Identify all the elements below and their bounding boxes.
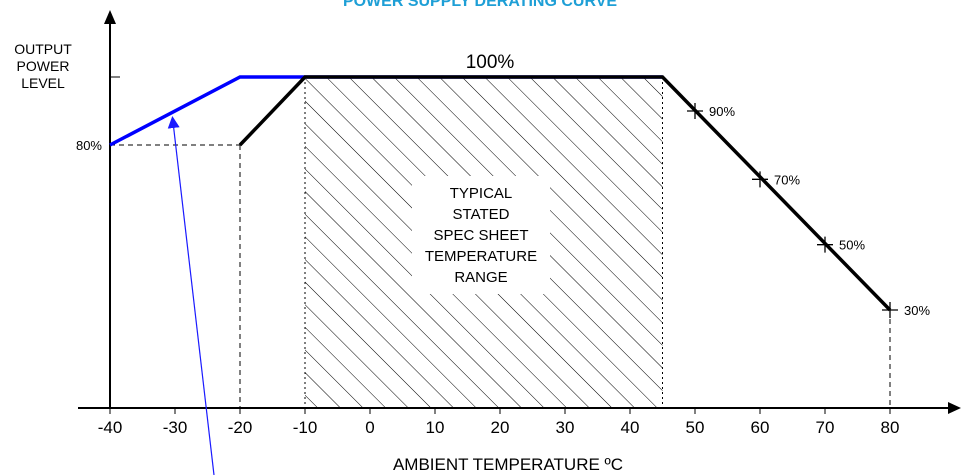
annotation-label: 90% <box>709 104 735 119</box>
x-tick-label: 70 <box>816 418 835 437</box>
x-tick-label: 40 <box>621 418 640 437</box>
y-axis-arrow <box>104 10 116 24</box>
spec-range-label-line: TEMPERATURE <box>425 248 537 265</box>
plus-marker <box>882 302 898 318</box>
plus-marker <box>817 236 833 253</box>
series-black-line <box>238 75 892 312</box>
spec-range-label: TYPICAL STATED SPEC SHEET TEMPERATURE RANGE <box>425 185 537 286</box>
x-tick-label: 60 <box>751 418 770 437</box>
pointer-arrow <box>167 116 215 475</box>
y-axis-label-line: POWER <box>17 58 70 74</box>
guide-lines <box>110 144 891 408</box>
series-lines <box>109 75 892 312</box>
annotation-label: 80% <box>76 138 102 153</box>
spec-range-label-line: TYPICAL <box>450 185 513 202</box>
x-axis-label: AMBIENT TEMPERATURE ºC <box>393 455 623 474</box>
annotation-label: 30% <box>904 303 930 318</box>
plus-marker <box>752 171 768 188</box>
spec-range-label-bg <box>412 176 550 294</box>
x-axis-arrow <box>948 402 961 414</box>
x-tick-label: 30 <box>556 418 575 437</box>
chart-title: POWER SUPPLY DERATING CURVE <box>343 0 617 10</box>
x-tick-label: 80 <box>881 418 900 437</box>
spec-range-label-line: STATED <box>453 206 510 223</box>
x-tick-label: 20 <box>491 418 510 437</box>
x-tick-label: 50 <box>686 418 705 437</box>
spec-range-label-line: RANGE <box>454 269 507 286</box>
x-axis-ticks: -40 -30 -20 -10 0 10 20 30 40 50 60 70 80 <box>98 408 900 437</box>
x-tick-label: -20 <box>228 418 253 437</box>
annotation-label: 100% <box>466 52 515 73</box>
x-tick-label: 10 <box>426 418 445 437</box>
data-markers <box>687 103 898 318</box>
annotation-label: 70% <box>774 172 800 187</box>
x-tick-label: 0 <box>365 418 374 437</box>
x-tick-label: -30 <box>163 418 188 437</box>
y-axis-label-line: OUTPUT <box>14 41 72 57</box>
y-axis-label-line: LEVEL <box>21 75 65 91</box>
x-tick-label: -10 <box>293 418 318 437</box>
annotations: 100% 90% 70% 50% 30% 80% <box>76 52 930 318</box>
spec-range-label-line: SPEC SHEET <box>433 227 528 244</box>
x-tick-label: -40 <box>98 418 123 437</box>
annotation-label: 50% <box>839 238 865 253</box>
plus-marker <box>687 103 703 119</box>
